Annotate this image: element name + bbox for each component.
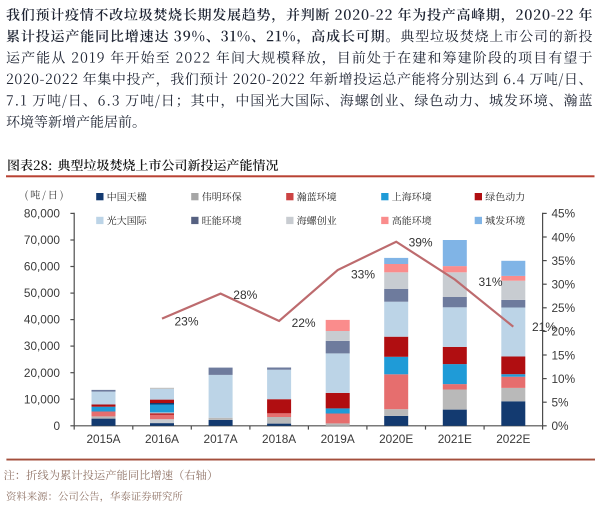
svg-text:25%: 25%	[552, 301, 576, 315]
svg-text:2020E: 2020E	[379, 432, 413, 446]
svg-text:33%: 33%	[351, 268, 375, 282]
svg-text:21%: 21%	[532, 320, 556, 334]
svg-text:15%: 15%	[552, 348, 576, 362]
svg-text:20%: 20%	[552, 325, 576, 339]
svg-text:40%: 40%	[552, 230, 576, 244]
svg-text:2015A: 2015A	[86, 432, 120, 446]
svg-text:2016A: 2016A	[145, 432, 179, 446]
svg-text:60,000: 60,000	[24, 260, 61, 274]
svg-text:10%: 10%	[552, 372, 576, 386]
svg-text:22%: 22%	[292, 316, 316, 330]
svg-text:70,000: 70,000	[24, 233, 61, 247]
svg-text:2021E: 2021E	[438, 432, 472, 446]
svg-text:23%: 23%	[174, 315, 198, 329]
svg-text:2018A: 2018A	[262, 432, 296, 446]
svg-text:35%: 35%	[552, 254, 576, 268]
svg-text:0%: 0%	[552, 419, 570, 433]
svg-text:28%: 28%	[233, 288, 257, 302]
svg-text:5%: 5%	[552, 396, 570, 410]
svg-text:10,000: 10,000	[24, 392, 61, 406]
svg-text:0: 0	[53, 419, 60, 433]
svg-text:20,000: 20,000	[24, 366, 61, 380]
svg-text:40,000: 40,000	[24, 313, 61, 327]
svg-text:39%: 39%	[409, 235, 433, 249]
svg-text:2019A: 2019A	[321, 432, 355, 446]
svg-text:2017A: 2017A	[204, 432, 238, 446]
svg-text:31%: 31%	[478, 275, 502, 289]
svg-text:2022E: 2022E	[496, 432, 530, 446]
svg-text:80,000: 80,000	[24, 207, 61, 221]
svg-text:50,000: 50,000	[24, 286, 61, 300]
svg-text:30,000: 30,000	[24, 339, 61, 353]
svg-text:45%: 45%	[552, 207, 576, 221]
svg-text:30%: 30%	[552, 278, 576, 292]
